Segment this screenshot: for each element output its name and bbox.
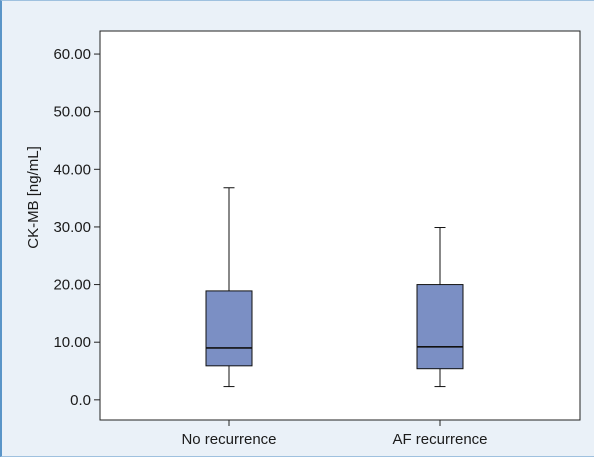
y-axis: 0.0 10.00 20.00 30.00 40.00 50.00 60.00 bbox=[53, 46, 100, 409]
x-tick-label: AF recurrence bbox=[392, 431, 487, 448]
y-axis-label: CK-MB [ng/mL] bbox=[25, 146, 42, 249]
x-tick-label: No recurrence bbox=[181, 431, 276, 448]
iqr-box bbox=[205, 290, 253, 367]
y-tick-label: 20.00 bbox=[53, 277, 91, 294]
y-tick-label: 10.00 bbox=[53, 334, 91, 351]
y-tick-label: 30.00 bbox=[53, 219, 91, 236]
box-af-recurrence bbox=[416, 227, 464, 388]
y-tick-label: 0.0 bbox=[70, 392, 91, 409]
iqr-box bbox=[416, 284, 464, 370]
y-tick-label: 40.00 bbox=[53, 161, 91, 178]
y-tick-label: 60.00 bbox=[53, 46, 91, 63]
boxes bbox=[205, 187, 464, 388]
x-axis: No recurrence AF recurrence bbox=[181, 420, 488, 448]
box-no-recurrence bbox=[205, 187, 253, 388]
y-tick-label: 50.00 bbox=[53, 104, 91, 121]
plot-area bbox=[99, 30, 581, 421]
